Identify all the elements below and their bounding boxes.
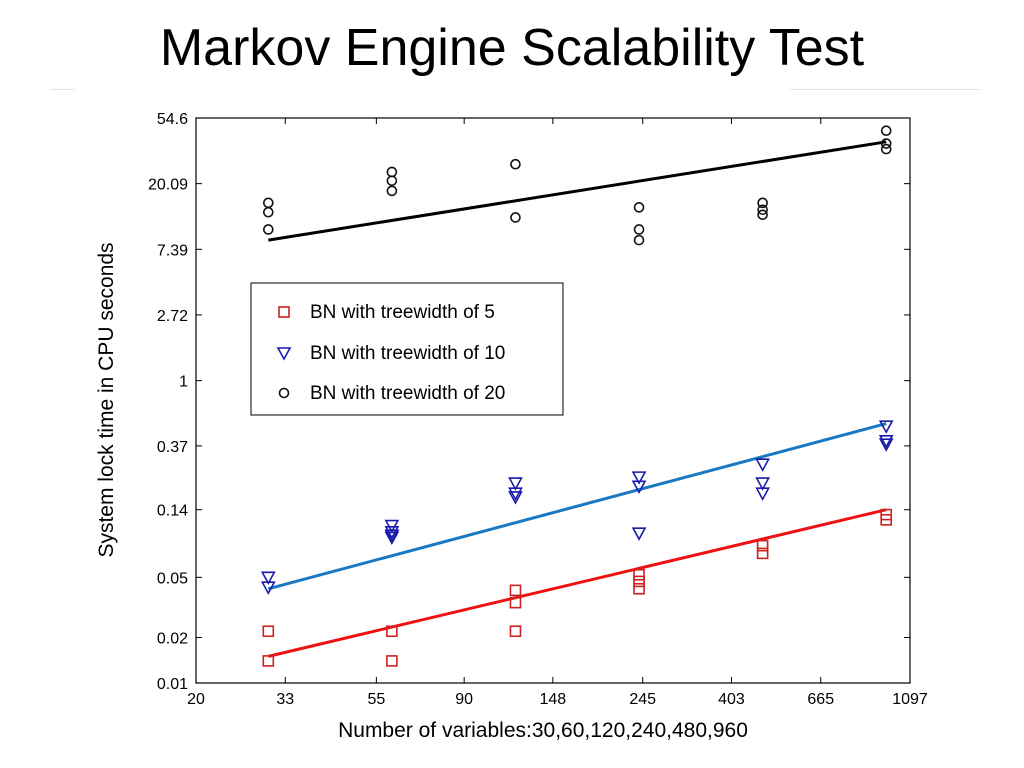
legend-label: BN with treewidth of 20 [310,383,505,404]
y-tick-label: 54.6 [157,111,188,128]
data-point-square [509,596,522,609]
data-point-square [386,655,398,667]
data-point-triangle [878,438,894,452]
data-point-circle [633,234,645,246]
data-point-circle [262,206,274,218]
data-point-circle [262,224,274,235]
legend-marker [278,387,290,399]
legend-marker [276,347,292,361]
y-tick-label: 0.14 [157,503,188,520]
data-point-square [262,625,275,638]
data-point-circle [757,204,768,216]
y-tick-label: 20.09 [148,177,188,194]
data-point-triangle [878,434,894,449]
data-point-circle [510,158,521,170]
y-tick-label: 1 [179,374,188,391]
data-point-circle [386,185,398,197]
data-point-triangle [260,581,276,595]
data-point-square [633,582,645,595]
data-point-circle [880,138,892,149]
data-point-circle [262,197,274,209]
x-tick-label: 55 [367,691,385,708]
x-axis-label: Number of variables:30,60,120,240,480,96… [338,719,748,742]
legend-label: BN with treewidth of 10 [310,343,505,364]
data-point-square [509,584,522,597]
y-axis-label: System lock time in CPU seconds [95,242,118,557]
data-points [260,125,894,667]
data-point-square [633,568,645,581]
data-point-square [756,547,769,560]
x-tick-label: 148 [540,691,567,708]
data-point-triangle [755,487,770,501]
x-tick-label: 245 [629,691,656,708]
data-point-triangle [755,458,770,472]
x-tick-label: 33 [276,691,294,708]
data-point-circle [510,212,521,223]
data-point-square [386,625,398,638]
data-point-circle [633,224,645,235]
y-tick-label: 2.72 [157,308,188,325]
y-tick-label: 0.01 [157,676,188,693]
data-point-triangle [508,477,523,491]
trend-lines [267,140,887,658]
legend-label: BN with treewidth of 5 [310,302,495,323]
data-point-triangle [631,527,647,541]
divider-rule [50,89,75,90]
y-tick-label: 0.02 [157,630,188,647]
data-point-triangle [260,571,276,585]
trend-line [268,140,887,242]
data-point-circle [880,125,892,136]
x-tick-label: 403 [718,691,745,708]
x-tick-label: 90 [455,691,473,708]
data-point-triangle [508,487,523,501]
divider-rule [790,89,980,90]
x-tick-label: 1097 [892,691,928,708]
data-point-circle [880,143,892,155]
data-point-triangle [631,480,647,494]
legend: BN with treewidth of 5 BN with treewidth… [250,282,564,416]
y-tick-label: 7.39 [157,242,188,259]
data-point-triangle [878,420,894,434]
data-point-triangle [384,531,400,545]
data-point-circle [633,202,645,213]
data-point-triangle [508,491,523,505]
data-point-square [633,575,645,588]
data-point-square [880,514,893,526]
y-tick-label: 0.05 [157,570,188,587]
data-point-square [509,625,522,638]
data-point-circle [757,209,768,221]
data-point-triangle [384,529,400,543]
data-point-triangle [631,471,647,485]
data-point-circle [386,175,398,187]
y-tick-label: 0.37 [157,439,188,456]
data-point-circle [386,166,398,178]
slide-title: Markov Engine Scalability Test [159,19,865,77]
data-point-square [756,539,769,552]
x-axis: 20 33 55 90 148 245 403 665 1097 [187,118,928,708]
trend-line [267,508,887,658]
data-point-square [262,655,275,667]
legend-box [250,282,564,416]
data-point-circle [757,197,768,209]
legend-marker [278,306,290,318]
x-tick-label: 665 [807,691,834,708]
trend-line [267,422,887,591]
x-tick-label: 20 [187,691,205,708]
data-point-triangle [755,477,770,491]
y-axis: 0.01 0.02 0.05 0.14 0.37 1 2.72 7.39 20.09 54.6 [148,111,910,693]
